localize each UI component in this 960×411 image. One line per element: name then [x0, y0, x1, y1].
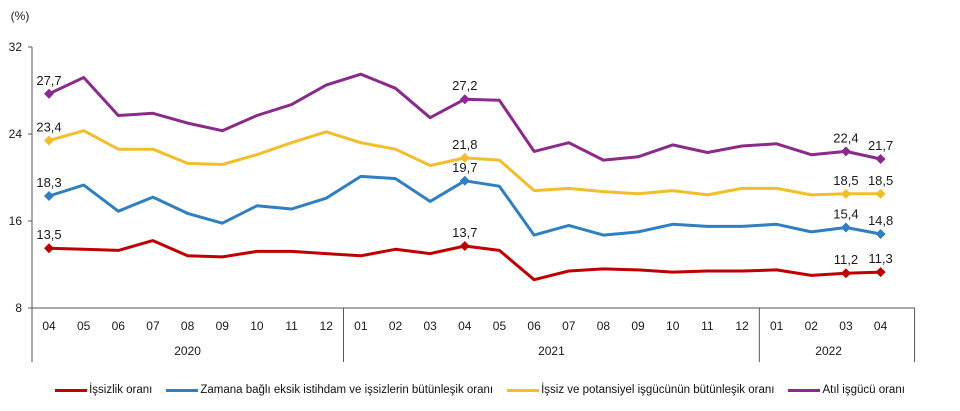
x-tick-label: 07	[562, 319, 576, 333]
data-label: 15,4	[833, 207, 858, 222]
y-tick-label: 32	[9, 40, 23, 54]
x-tick-label: 04	[42, 319, 56, 333]
marker-diamond	[840, 146, 851, 157]
year-label: 2020	[174, 344, 201, 358]
data-label: 11,3	[868, 251, 892, 266]
x-tick-label: 09	[631, 319, 645, 333]
x-tick-label: 05	[77, 319, 91, 333]
x-tick-label: 07	[146, 319, 160, 333]
marker-diamond	[459, 241, 470, 252]
data-label: 27,2	[452, 78, 477, 93]
marker-diamond	[459, 175, 470, 186]
y-tick-label: 24	[9, 127, 23, 141]
line-chart: (%) 8 16 24 32 04 05 06 07 08 09 10 11 12 01 02 03 04 05 06…	[9, 9, 916, 362]
legend-label: Atıl işgücü oranı	[822, 384, 905, 396]
legend-item: Zamana bağlı eksik istihdam ve işsizleri…	[166, 384, 493, 396]
y-tick-label: 8	[15, 301, 22, 315]
x-tick-label: 01	[354, 319, 368, 333]
legend-label: İşsizlik oranı	[89, 384, 153, 396]
marker-diamond	[840, 188, 851, 199]
y-tick-label: 16	[9, 214, 23, 228]
data-label: 19,7	[452, 160, 477, 175]
x-tick-label: 05	[493, 319, 507, 333]
legend-swatch	[55, 388, 88, 392]
x-tick-label: 08	[181, 319, 195, 333]
legend-item: Atıl işgücü oranı	[788, 384, 905, 396]
legend-item: İşsizlik oranı	[55, 384, 152, 396]
x-tick-label: 04	[458, 319, 472, 333]
x-tick-label: 08	[597, 319, 611, 333]
marker-diamond	[875, 229, 886, 240]
legend-swatch	[166, 388, 199, 392]
legend-swatch	[788, 388, 821, 392]
year-label: 2022	[815, 344, 842, 358]
marker-diamond	[840, 222, 851, 233]
marker-diamond	[44, 135, 54, 146]
legend-label: İşsiz ve potansiyel işgücünün bütünleşik…	[541, 384, 775, 396]
x-tick-label: 12	[735, 319, 749, 333]
marker-diamond	[44, 88, 54, 99]
data-label: 21,7	[868, 138, 893, 153]
marker-diamond	[44, 243, 54, 254]
legend-label: Zamana bağlı eksik istihdam ve işsizleri…	[200, 384, 494, 396]
data-label: 27,7	[36, 73, 61, 88]
x-tick-label: 02	[805, 319, 819, 333]
year-label: 2021	[538, 344, 565, 358]
data-label: 18,3	[36, 175, 61, 190]
legend-item: İşsiz ve potansiyel işgücünün bütünleşik…	[507, 384, 774, 396]
marker-diamond	[875, 188, 886, 199]
x-tick-label: 10	[250, 319, 264, 333]
x-tick-label: 12	[320, 319, 334, 333]
marker-diamond	[875, 267, 886, 278]
data-label: 18,5	[868, 173, 893, 188]
x-tick-label: 03	[423, 319, 437, 333]
x-tick-label: 04	[874, 319, 888, 333]
legend: İşsizlik oranı Zamana bağlı eksik istihda…	[0, 380, 960, 400]
x-tick-label: 02	[389, 319, 403, 333]
x-tick-label: 11	[285, 319, 298, 333]
data-label: 11,2	[834, 252, 858, 267]
legend-swatch	[507, 388, 540, 392]
data-label: 13,7	[452, 225, 477, 240]
axes: (%) 8 16 24 32 04 05 06 07 08 09 10 11 12 01 02 03 04 05 06…	[9, 9, 916, 362]
x-tick-label: 06	[112, 319, 126, 333]
x-tick-label: 03	[839, 319, 853, 333]
data-labels: 13,5 13,7 11,2 11,3 18,3 19,7 15,4 14,8 23,4 21,8…	[36, 73, 893, 279]
data-label: 18,5	[833, 173, 858, 188]
x-tick-label: 11	[701, 319, 714, 333]
marker-diamond	[840, 268, 851, 279]
marker-diamond	[459, 94, 470, 105]
y-axis-label: (%)	[11, 9, 30, 23]
marker-diamond	[459, 152, 470, 163]
x-tick-label: 06	[527, 319, 541, 333]
marker-diamond	[44, 190, 54, 201]
x-tick-label: 10	[666, 319, 680, 333]
data-label: 23,4	[36, 120, 61, 135]
marker-diamond	[875, 154, 886, 165]
x-tick-label: 01	[770, 319, 784, 333]
data-label: 21,8	[452, 137, 477, 152]
data-label: 13,5	[36, 227, 61, 242]
data-label: 14,8	[868, 213, 893, 228]
data-label: 22,4	[833, 130, 858, 145]
x-tick-label: 09	[216, 319, 230, 333]
